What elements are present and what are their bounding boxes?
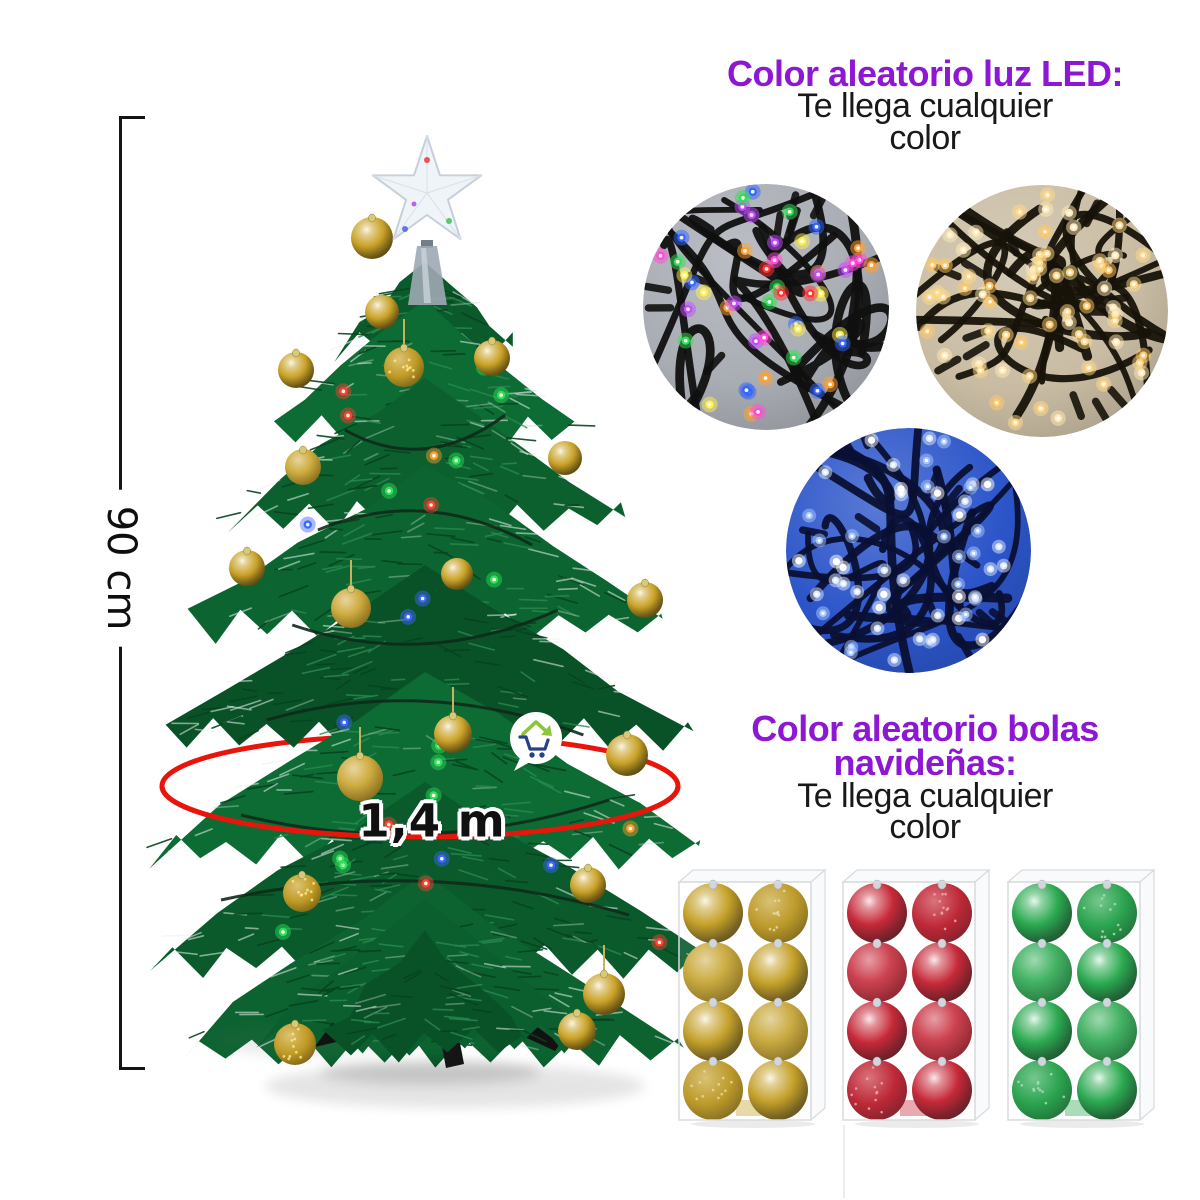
led-subtitle-line: Te llega cualquier bbox=[797, 87, 1053, 125]
height-label: 90 cm bbox=[94, 489, 148, 647]
led-subtitle-line: color bbox=[889, 119, 961, 157]
ornament-box-red bbox=[840, 850, 995, 1130]
height-measure-tick-top bbox=[119, 116, 145, 119]
ornament-box-gold bbox=[676, 850, 831, 1130]
balls-subtitle-line: Te llega cualquier bbox=[797, 777, 1053, 815]
balls-section-subtitle: Te llega cualquier color bbox=[640, 777, 1200, 846]
shopping-cart-icon bbox=[518, 735, 550, 758]
shadow-artifact-line bbox=[843, 1125, 845, 1198]
ornament-box-green bbox=[1005, 850, 1160, 1130]
led-circle-blue bbox=[786, 428, 1031, 673]
house-arrow-icon bbox=[521, 720, 552, 736]
balls-title-line: navideñas: bbox=[833, 742, 1017, 783]
logo-bubble-tail bbox=[514, 758, 530, 771]
height-measure-tick-bottom bbox=[119, 1067, 145, 1070]
store-logo bbox=[506, 710, 566, 772]
logo-bubble bbox=[510, 712, 562, 764]
led-section-subtitle: Te llega cualquier color bbox=[640, 87, 1200, 157]
led-circle-multicolor bbox=[643, 184, 889, 430]
balls-title-line: Color aleatorio bolas bbox=[751, 708, 1099, 749]
led-section-title: Color aleatorio luz LED: bbox=[726, 53, 1124, 94]
diameter-label: 1,4 m bbox=[358, 794, 506, 848]
balls-subtitle-line: color bbox=[889, 808, 961, 846]
led-circle-warm-white bbox=[916, 185, 1168, 437]
balls-section-title: Color aleatorio bolas navideñas: bbox=[640, 708, 1200, 783]
